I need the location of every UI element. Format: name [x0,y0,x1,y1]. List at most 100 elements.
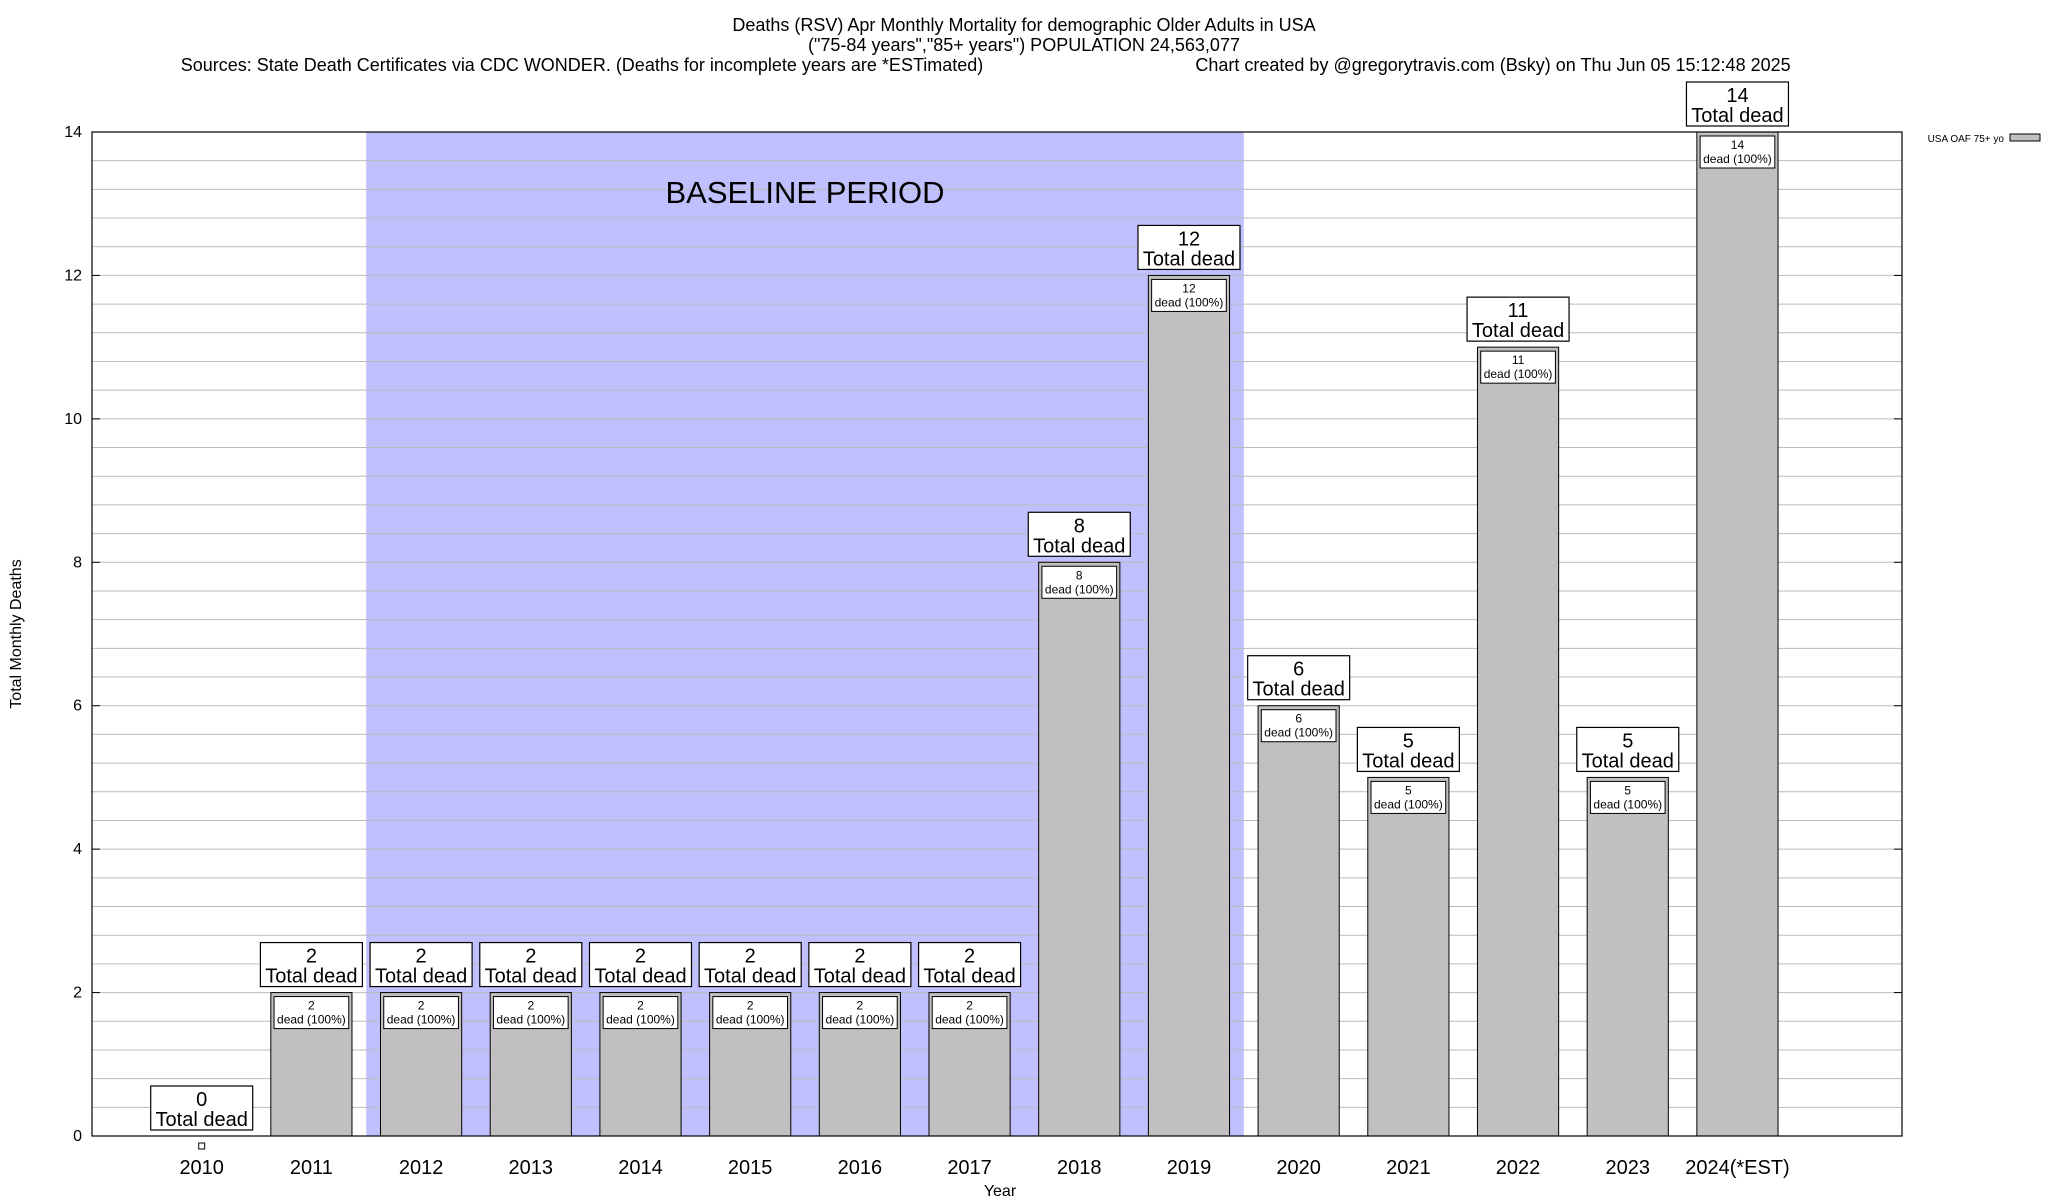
bar-inner-label: dead (100%) [1264,726,1333,740]
bar-total-box [1247,655,1351,701]
bar-total-value: 2 [964,946,975,968]
bar-total-label: Total dead [485,966,577,988]
bar-total-value: 12 [1178,228,1200,250]
bar-inner-label-box [822,996,898,1030]
bar-total-label: Total dead [1253,679,1345,701]
bar-inner-value: 2 [527,999,534,1013]
bar-inner-label: dead (100%) [826,1013,895,1027]
legend-swatch [2009,133,2041,142]
bar-inner-label: dead (100%) [1703,152,1772,166]
bar-inner-value: 11 [1512,353,1525,367]
bar-total-value: 2 [854,946,865,968]
y-tick-label: 4 [73,841,82,858]
bar-inner-label: dead (100%) [1045,582,1114,596]
bar-inner-label: dead (100%) [1155,295,1224,309]
bar-total-box [1027,511,1131,557]
x-tick-label: 2012 [399,1157,444,1179]
bar-inner-value: 12 [1182,281,1196,295]
bar-total-box [150,1085,254,1131]
zero-marker [198,1142,206,1150]
x-tick-label: 2018 [1057,1157,1102,1179]
chart-sources: Sources: State Death Certificates via CD… [181,55,984,75]
bar-inner-value: 2 [308,999,315,1013]
bar-inner-value: 5 [1405,783,1412,797]
bar-total-label: Total dead [1362,750,1454,772]
bar-total-label: Total dead [1691,105,1783,127]
bar-total-label: Total dead [265,966,357,988]
bar-total-value: 5 [1622,730,1633,752]
baseline-label: BASELINE PERIOD [665,175,944,210]
bar-total-value: 2 [745,946,756,968]
bar-total-label: Total dead [1472,320,1564,342]
bar-inner-value: 5 [1624,783,1631,797]
bar-inner-label-box [602,996,679,1030]
bar [1476,346,1560,1137]
x-tick-label: 2021 [1386,1157,1431,1179]
bar-inner-label: dead (100%) [1374,797,1443,811]
bar-inner-label-box [712,996,789,1030]
bar-inner-value: 2 [418,999,425,1013]
bar-total-label: Total dead [375,966,467,988]
bar-inner-label-box [1699,135,1776,169]
bar-inner-value: 2 [857,999,864,1013]
bar-total-value: 8 [1074,515,1085,537]
chart-title: Deaths (RSV) Apr Monthly Mortality for d… [732,15,1315,35]
bar-inner-value: 6 [1295,712,1302,726]
bar [1147,274,1231,1137]
bar-inner-label-box [1260,709,1337,743]
bar-total-value: 11 [1508,300,1529,322]
bar-inner-label-box [1589,780,1666,814]
bar [1696,131,1779,1137]
x-tick-label: 2011 [290,1157,333,1179]
bar [1586,776,1669,1137]
y-tick-label: 8 [73,554,82,571]
y-tick-label: 10 [64,411,82,428]
bar-total-box [1137,224,1241,271]
bar-total-value: 6 [1293,659,1304,681]
bar-inner-value: 8 [1076,568,1083,582]
x-tick-label: 2023 [1606,1157,1651,1179]
y-tick-label: 12 [64,267,82,284]
x-tick-label: 2013 [509,1157,554,1179]
bar-inner-label-box [1480,350,1556,384]
bar-inner-label-box [383,996,459,1030]
bar-inner-label: dead (100%) [1484,367,1553,381]
bar-total-value: 14 [1726,85,1748,107]
bar-inner-label: dead (100%) [277,1013,346,1027]
bar [1257,705,1340,1137]
x-tick-label: 2019 [1167,1157,1212,1179]
bar-total-label: Total dead [814,966,906,988]
bar-total-box [1576,726,1680,773]
bar-inner-label-box [1041,565,1118,599]
bar-total-value: 5 [1403,730,1414,752]
bar-total-box [698,941,802,988]
bar-total-box [1685,81,1790,127]
bar-total-box [1466,296,1570,342]
x-tick-label: 2014 [618,1157,663,1179]
bar-inner-label: dead (100%) [387,1013,456,1027]
bar-inner-label: dead (100%) [1593,797,1662,811]
bar-total-box [588,941,693,988]
bar-inner-label: dead (100%) [935,1013,1004,1027]
x-tick-label: 2015 [728,1157,773,1179]
bar-total-label: Total dead [1582,750,1674,772]
bar-total-label: Total dead [594,966,686,988]
x-tick-label: 2024(*EST) [1685,1157,1790,1179]
bar-total-box [369,941,473,988]
bar-total-label: Total dead [1033,535,1125,557]
plot-frame [91,131,1903,1137]
x-tick-label: 2016 [838,1157,883,1179]
bar-inner-value: 14 [1731,138,1745,152]
bar-total-value: 2 [635,946,646,968]
x-axis-label: Year [984,1183,1017,1200]
bar-total-value: 0 [196,1089,207,1111]
legend-label: USA OAF 75+ yo [1928,134,2005,145]
bar-inner-label-box [931,996,1008,1030]
x-tick-label: 2022 [1496,1157,1541,1179]
bar-total-box [479,941,583,988]
bar-inner-value: 2 [637,999,644,1013]
bar-inner-label: dead (100%) [606,1013,675,1027]
bar [1367,776,1450,1137]
bar-total-box [808,941,912,988]
